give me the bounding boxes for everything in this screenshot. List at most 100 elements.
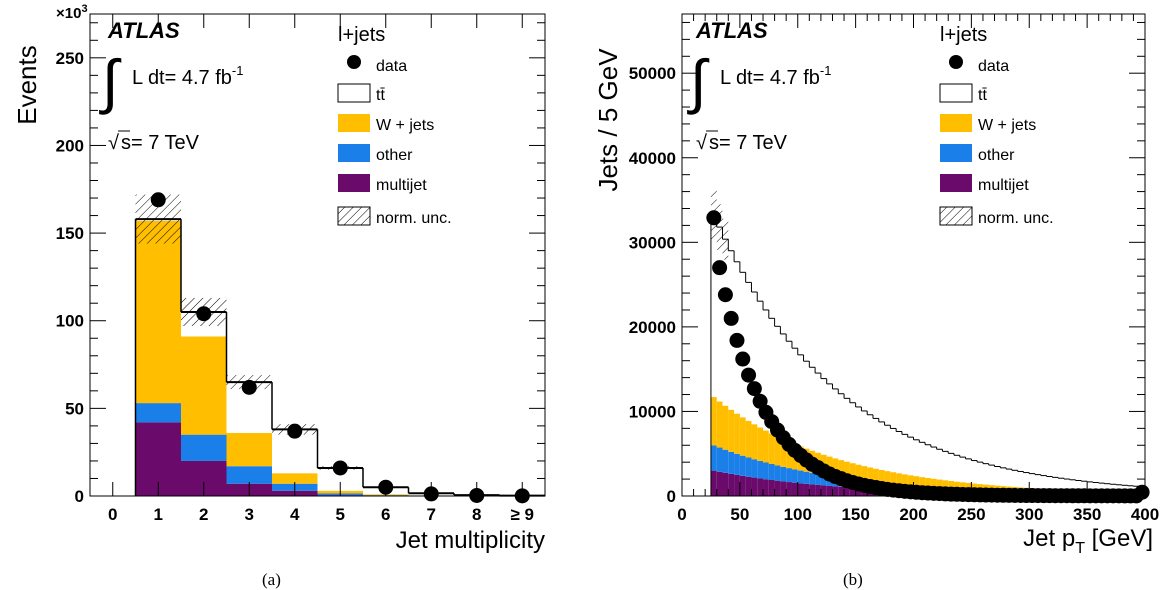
bar-wjets-30	[884, 471, 891, 484]
legend-data-label: data	[978, 58, 1009, 75]
data-point-6	[741, 367, 757, 383]
bar-wjets-10	[768, 433, 775, 464]
bar-multijet-13	[786, 482, 792, 496]
bar-multijet-17	[809, 484, 816, 496]
bar-wjets-42	[954, 481, 960, 489]
bar-wjets-20	[826, 456, 833, 476]
lumi-sup: -1	[820, 63, 832, 78]
x-axis-label: Jet multiplicity	[396, 527, 545, 554]
energy-label: s= 7 TeV	[709, 132, 788, 154]
bar-wjets-40	[942, 480, 949, 488]
data-point-5	[735, 351, 751, 367]
bar-wjets-21	[832, 458, 839, 477]
data-point-4	[729, 332, 745, 348]
data-point-3	[241, 379, 257, 395]
x-axis-label: Jet pT [GeV]	[1023, 525, 1153, 557]
legend-wjets-swatch	[338, 114, 370, 132]
bar-other-11	[774, 465, 781, 481]
bar-multijet-22	[838, 486, 845, 496]
integral-sign: ∫	[99, 48, 122, 115]
bar-multijet-12	[780, 481, 787, 496]
sqrt-symbol: √	[696, 132, 707, 154]
bar-wjets-34	[907, 475, 914, 486]
ytick-label: 0	[75, 487, 84, 506]
xtick-label: 5	[336, 505, 345, 524]
data-point-2	[717, 287, 733, 303]
legend-multijet-swatch	[338, 174, 370, 192]
bar-multijet-9	[763, 479, 769, 496]
data-point-5	[332, 460, 348, 476]
legend-data-label: data	[376, 58, 407, 75]
legend-multijet-label: multijet	[376, 177, 427, 194]
chart-panel-b: 0 10000 20000 30000 40000 50000 0 50 100 150 200 25…	[585, 0, 1160, 590]
lumi-sup: -1	[232, 63, 244, 78]
bar-wjets-28	[872, 468, 879, 483]
bar-other-15	[797, 470, 804, 484]
bar-wjets-36	[919, 477, 926, 487]
x-axis-label-unit: [GeV]	[1085, 525, 1153, 552]
bar-wjets-26	[861, 466, 868, 481]
bar-multijet-21	[832, 486, 839, 496]
bar-wjets-11	[774, 436, 781, 466]
ytick-label: 50000	[629, 64, 676, 83]
ytick-label: 30000	[629, 233, 676, 252]
chart-panel-a: 0 50 100 150 200 250 0 1 2 3 4 5 6 7 8 ≥ 9 ×103 Events Jet…	[0, 0, 575, 590]
legend-other-swatch	[338, 144, 370, 162]
energy-label: s= 7 TeV	[121, 132, 200, 154]
ytick-label: 50	[65, 399, 84, 418]
bar-multijet-4	[734, 474, 740, 496]
data-point-4	[287, 423, 303, 439]
bar-wjets-43	[959, 482, 966, 489]
xtick-label: 300	[1015, 505, 1043, 524]
bar-wjets-46	[977, 484, 983, 490]
xtick-label: 1	[154, 505, 163, 524]
bar-other-6	[745, 457, 752, 477]
bar-multijet-14	[791, 482, 798, 496]
data-point-8	[752, 393, 768, 409]
ytick-label: 250	[56, 49, 84, 68]
ytick-label: 150	[56, 224, 84, 243]
bar-wjets-1	[716, 401, 723, 448]
bar-wjets-22	[838, 460, 845, 478]
legend-wjets-swatch	[940, 114, 972, 132]
xtick-label: 3	[245, 505, 254, 524]
legend-ttbar-swatch	[337, 83, 371, 103]
bar-other-1	[716, 447, 723, 472]
data-point-2	[196, 306, 212, 322]
data-point-74	[1134, 484, 1150, 500]
xtick-label: 250	[957, 505, 985, 524]
bar-wjets-31	[890, 472, 897, 484]
bar-wjets-44	[965, 482, 972, 490]
bar-other-5	[739, 455, 746, 476]
data-point-7	[746, 381, 762, 397]
channel-label: l+jets	[338, 24, 385, 46]
y-exponent: ×103	[56, 3, 88, 22]
legend-unc-swatch	[939, 206, 973, 226]
legend-ttbar-swatch	[939, 83, 973, 103]
bar-multijet-10	[768, 479, 775, 496]
data-point-3	[723, 310, 739, 326]
caption-a: (a)	[262, 570, 281, 589]
ytick-label: 10000	[629, 402, 676, 421]
data-point-1	[150, 192, 166, 208]
legend-multijet-swatch	[940, 174, 972, 192]
bar-wjets-41	[948, 481, 955, 489]
bar-wjets-23	[844, 461, 850, 479]
legend-multijet-label: multijet	[978, 177, 1029, 194]
atlas-label: ATLAS	[695, 18, 768, 43]
ytick-label: 200	[56, 136, 84, 155]
legend-ttbar-label: tt̄	[978, 87, 987, 104]
xtick-label: 7	[427, 505, 436, 524]
bar-wjets-25	[855, 464, 862, 480]
bar-multijet-25	[855, 487, 862, 496]
bar-multijet-1	[716, 471, 723, 496]
jet-pt-chart: 0 10000 20000 30000 40000 50000 0 50 100 150 200 25…	[593, 13, 1159, 557]
caption-b: (b)	[843, 570, 863, 589]
bar-wjets-8	[757, 427, 764, 461]
unc-band-2	[722, 218, 729, 260]
bar-other-8	[757, 460, 764, 479]
atlas-label: ATLAS	[107, 18, 180, 43]
y-axis-label: Jets / 5 GeV	[593, 48, 623, 192]
unc-band-1	[716, 204, 723, 250]
legend-data-marker	[949, 55, 963, 69]
